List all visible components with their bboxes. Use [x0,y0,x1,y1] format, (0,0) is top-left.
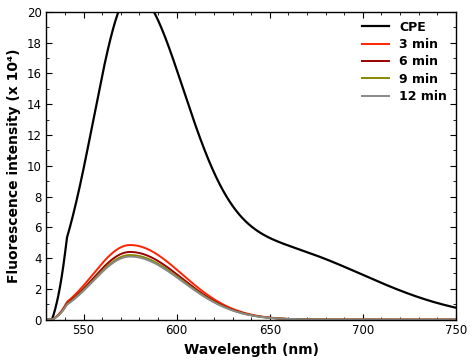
CPE [445,304,450,308]
6 min [245,312,250,316]
6 min [445,317,450,322]
12 min [445,317,451,322]
3 min [44,317,49,322]
Line: 6 min: 6 min [46,252,460,320]
3 min [445,317,451,322]
9 min [44,317,49,322]
Line: 12 min: 12 min [46,257,460,320]
12 min [245,312,250,317]
3 min [445,317,450,322]
3 min [64,299,70,304]
6 min [127,250,133,254]
3 min [234,308,239,313]
X-axis label: Wavelength (nm): Wavelength (nm) [183,343,319,357]
CPE [234,209,239,213]
9 min [445,317,451,322]
Line: CPE: CPE [46,0,460,320]
9 min [457,317,463,322]
6 min [369,317,375,322]
Line: 9 min: 9 min [46,255,460,320]
3 min [245,312,250,316]
12 min [445,317,450,322]
9 min [64,302,70,306]
CPE [445,304,451,308]
CPE [64,234,70,238]
12 min [369,317,375,322]
3 min [127,243,133,247]
CPE [457,306,463,311]
6 min [234,309,239,313]
9 min [245,312,250,317]
9 min [234,309,239,314]
Line: 3 min: 3 min [46,245,460,320]
CPE [245,221,250,225]
Legend: CPE, 3 min, 6 min, 9 min, 12 min: CPE, 3 min, 6 min, 9 min, 12 min [359,18,450,106]
CPE [44,317,49,322]
CPE [369,277,375,281]
6 min [44,317,49,322]
3 min [369,317,375,322]
Y-axis label: Fluorescence intensity (x 10⁴): Fluorescence intensity (x 10⁴) [7,48,21,283]
12 min [44,317,49,322]
12 min [234,310,239,314]
12 min [457,317,463,322]
9 min [445,317,450,322]
6 min [445,317,451,322]
6 min [64,301,70,305]
9 min [127,253,133,257]
6 min [457,317,463,322]
3 min [457,317,463,322]
12 min [127,254,133,259]
12 min [64,302,70,306]
9 min [369,317,375,322]
